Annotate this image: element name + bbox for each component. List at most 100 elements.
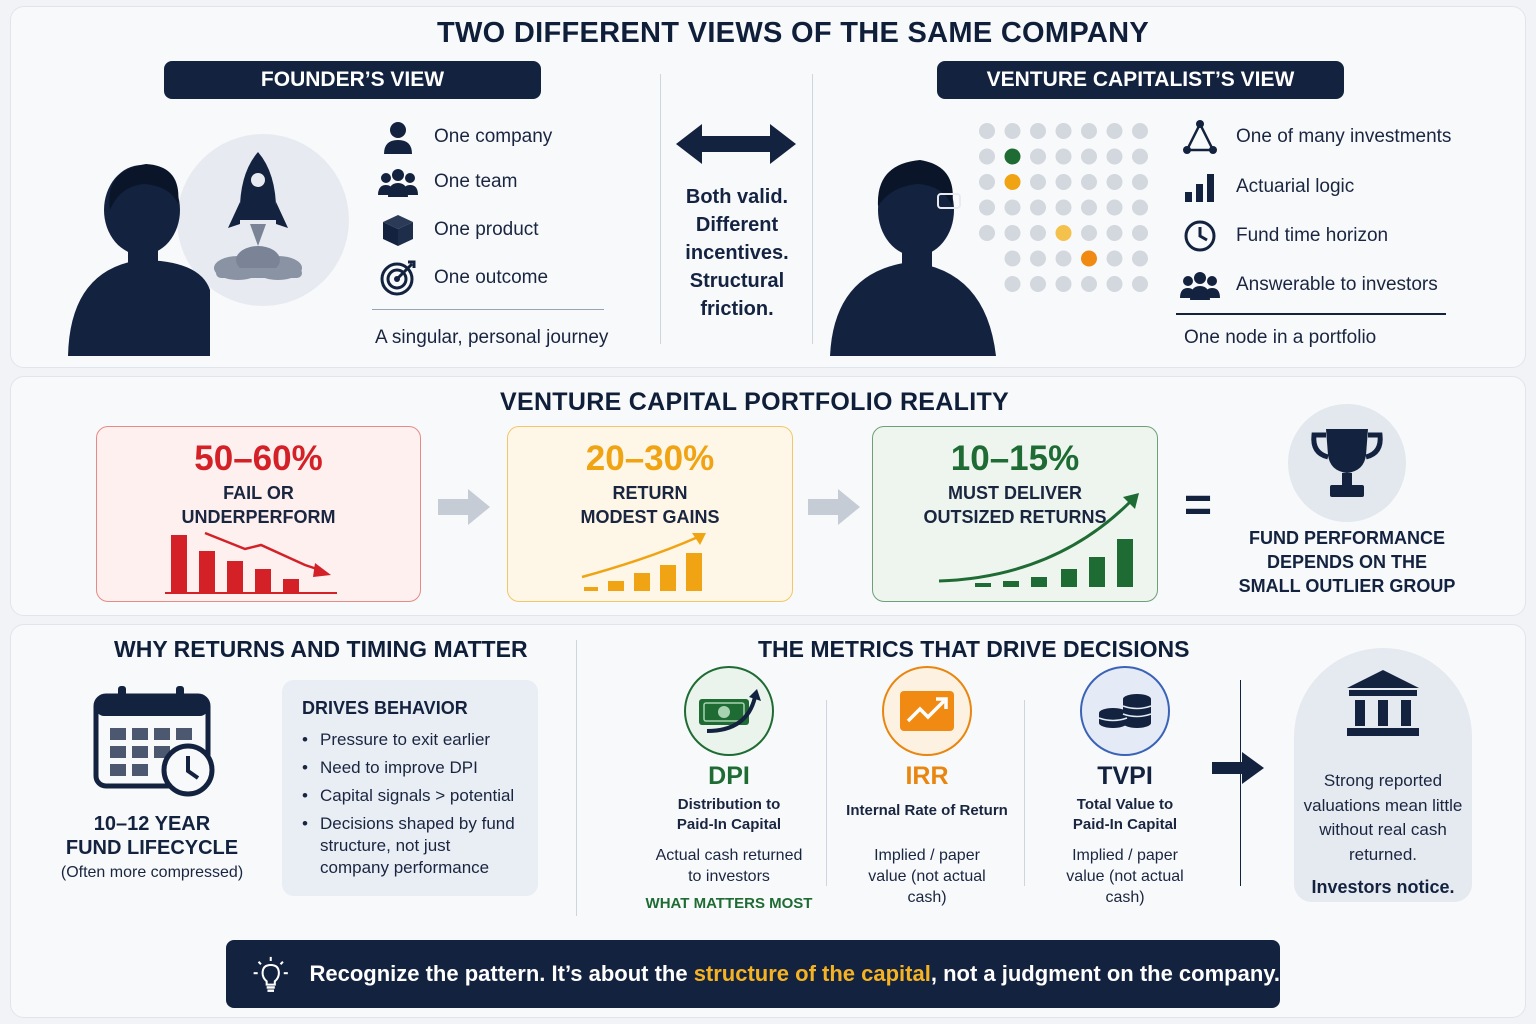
- vc-item-label: Fund time horizon: [1236, 225, 1389, 246]
- card-fail-label: FAIL OR UNDERPERFORM: [181, 483, 336, 527]
- portfolio-dot: [1055, 276, 1072, 292]
- founder-item-team: One team: [378, 164, 517, 200]
- card-outsized-label: MUST DELIVER OUTSIZED RETURNS: [923, 483, 1107, 527]
- clock-icon: [1180, 218, 1220, 254]
- portfolio-dot: [1081, 199, 1097, 216]
- bank-icon: [1347, 670, 1419, 736]
- behavior-list: Pressure to exit earlier Need to improve…: [302, 729, 524, 879]
- portfolio-dot: [1106, 250, 1123, 267]
- portfolio-dot: [1132, 225, 1148, 241]
- portfolio-dot: [1132, 199, 1148, 216]
- metric-irr-badge: [882, 666, 972, 756]
- portfolio-dot: [1106, 225, 1123, 241]
- portfolio-dot: [1081, 276, 1097, 292]
- portfolio-dot: [1030, 148, 1046, 165]
- founder-summary: A singular, personal journey: [375, 327, 609, 348]
- metric-tvpi-full: Total Value to Paid-In Capital: [1072, 796, 1178, 833]
- portfolio-dot: [1055, 199, 1072, 216]
- portfolio-dot: [1106, 276, 1123, 292]
- group-icon: [1180, 267, 1220, 303]
- card-fail-pct: 50–60%: [194, 439, 323, 478]
- metric-irr: IRR Internal Rate of Return Implied / pa…: [834, 666, 1020, 908]
- metric-tvpi-badge: [1080, 666, 1170, 756]
- page-title: TWO DIFFERENT VIEWS OF THE SAME COMPANY: [437, 17, 1149, 49]
- arrow-right-2-icon: [808, 489, 860, 525]
- rising-bars-icon: [581, 533, 706, 591]
- metric-dpi: DPI Distribution to Paid-In Capital Actu…: [636, 666, 822, 912]
- behavior-item: Decisions shaped by fund structure, not …: [302, 813, 524, 879]
- divider-left: [660, 74, 661, 344]
- metric-dpi-badge: [684, 666, 774, 756]
- conclusion-bold: Investors notice.: [1311, 877, 1455, 897]
- portfolio-dot: [1055, 174, 1072, 190]
- card-outsized: 10–15% MUST DELIVER OUTSIZED RETURNS: [872, 426, 1158, 602]
- vc-divider: [1176, 313, 1446, 315]
- portfolio-dot: [1030, 276, 1046, 292]
- metric-dpi-note: WHAT MATTERS MOST: [645, 895, 813, 912]
- bar-chart-icon: [1180, 169, 1220, 205]
- portfolio-dot: [1106, 148, 1123, 165]
- portfolio-dot: [979, 148, 995, 165]
- portfolio-dot: [1004, 199, 1021, 216]
- trophy-badge: [1288, 404, 1406, 522]
- portfolio-dot: [979, 123, 995, 139]
- portfolio-dot: [1081, 123, 1097, 139]
- portfolio-dot-grid: [979, 123, 1148, 292]
- conclusion-card: Strong reported valuations mean little w…: [1294, 648, 1472, 902]
- highlighted-portfolio-dot: [1081, 250, 1097, 267]
- network-icon: [1180, 119, 1220, 155]
- founder-person-icon: [68, 164, 210, 356]
- portfolio-dot: [1030, 123, 1046, 139]
- behavior-box: DRIVES BEHAVIOR Pressure to exit earlier…: [282, 680, 538, 896]
- portfolio-dot: [1055, 123, 1072, 139]
- cash-icon: [699, 689, 761, 733]
- portfolio-dot: [1030, 250, 1046, 267]
- metric-divider-2: [1024, 700, 1025, 886]
- portfolio-dot: [979, 199, 995, 216]
- coin-stack-icon: [1098, 694, 1152, 728]
- portfolio-title: VENTURE CAPITAL PORTFOLIO REALITY: [500, 388, 1009, 416]
- trophy-icon: [1311, 429, 1383, 497]
- portfolio-dot: [1081, 225, 1097, 241]
- box-icon: [378, 212, 418, 248]
- double-arrow-icon: [676, 124, 796, 164]
- metric-dpi-full: Distribution to Paid-In Capital: [676, 796, 782, 833]
- metric-dpi-name: DPI: [708, 762, 750, 790]
- behavior-title: DRIVES BEHAVIOR: [302, 698, 468, 718]
- founder-divider: [372, 309, 604, 310]
- metric-tvpi: TVPI Total Value to Paid-In Capital Impl…: [1032, 666, 1218, 908]
- exponential-growth-icon: [938, 493, 1139, 587]
- portfolio-dot: [1030, 174, 1046, 190]
- portfolio-dot: [979, 174, 995, 190]
- metric-irr-name: IRR: [905, 762, 949, 790]
- founder-item-label: One team: [434, 171, 518, 192]
- metric-irr-full: Internal Rate of Return: [846, 802, 1008, 819]
- portfolio-dot: [1030, 225, 1046, 241]
- card-modest: 20–30% RETURN MODEST GAINS: [507, 426, 793, 602]
- founder-item-outcome: One outcome: [378, 260, 548, 296]
- portfolio-dot: [1132, 250, 1148, 267]
- vc-item-label: Answerable to investors: [1236, 274, 1438, 295]
- metric-divider-1: [826, 700, 827, 886]
- founder-item-product: One product: [378, 212, 539, 248]
- vc-item-investors: Answerable to investors: [1180, 267, 1438, 303]
- founder-item-company: One company: [378, 119, 552, 155]
- team-icon: [378, 164, 418, 200]
- metric-tvpi-name: TVPI: [1097, 762, 1153, 790]
- vc-item-investments: One of many investments: [1180, 119, 1451, 155]
- lifecycle-label: 10–12 YEAR FUND LIFECYCLE: [65, 813, 239, 859]
- metrics-title: THE METRICS THAT DRIVE DECISIONS: [758, 636, 1190, 662]
- behavior-item: Need to improve DPI: [302, 757, 524, 779]
- portfolio-dot: [1055, 250, 1072, 267]
- portfolio-dot: [1106, 199, 1123, 216]
- card-fail: 50–60% FAIL OR UNDERPERFORM: [96, 426, 421, 602]
- metric-irr-desc: Implied / paper value (not actual cash): [868, 847, 986, 906]
- footer-highlight: structure of the capital: [693, 961, 931, 986]
- growth-chart-icon: [900, 691, 954, 731]
- vc-item-label: Actuarial logic: [1236, 176, 1355, 197]
- footer-text: Recognize the pattern. It’s about the st…: [309, 961, 1280, 986]
- card-modest-label: RETURN MODEST GAINS: [580, 483, 720, 527]
- founder-illustration: [68, 134, 349, 356]
- portfolio-dot: [1132, 276, 1148, 292]
- middle-statement: Both valid. Different incentives. Struct…: [685, 186, 789, 320]
